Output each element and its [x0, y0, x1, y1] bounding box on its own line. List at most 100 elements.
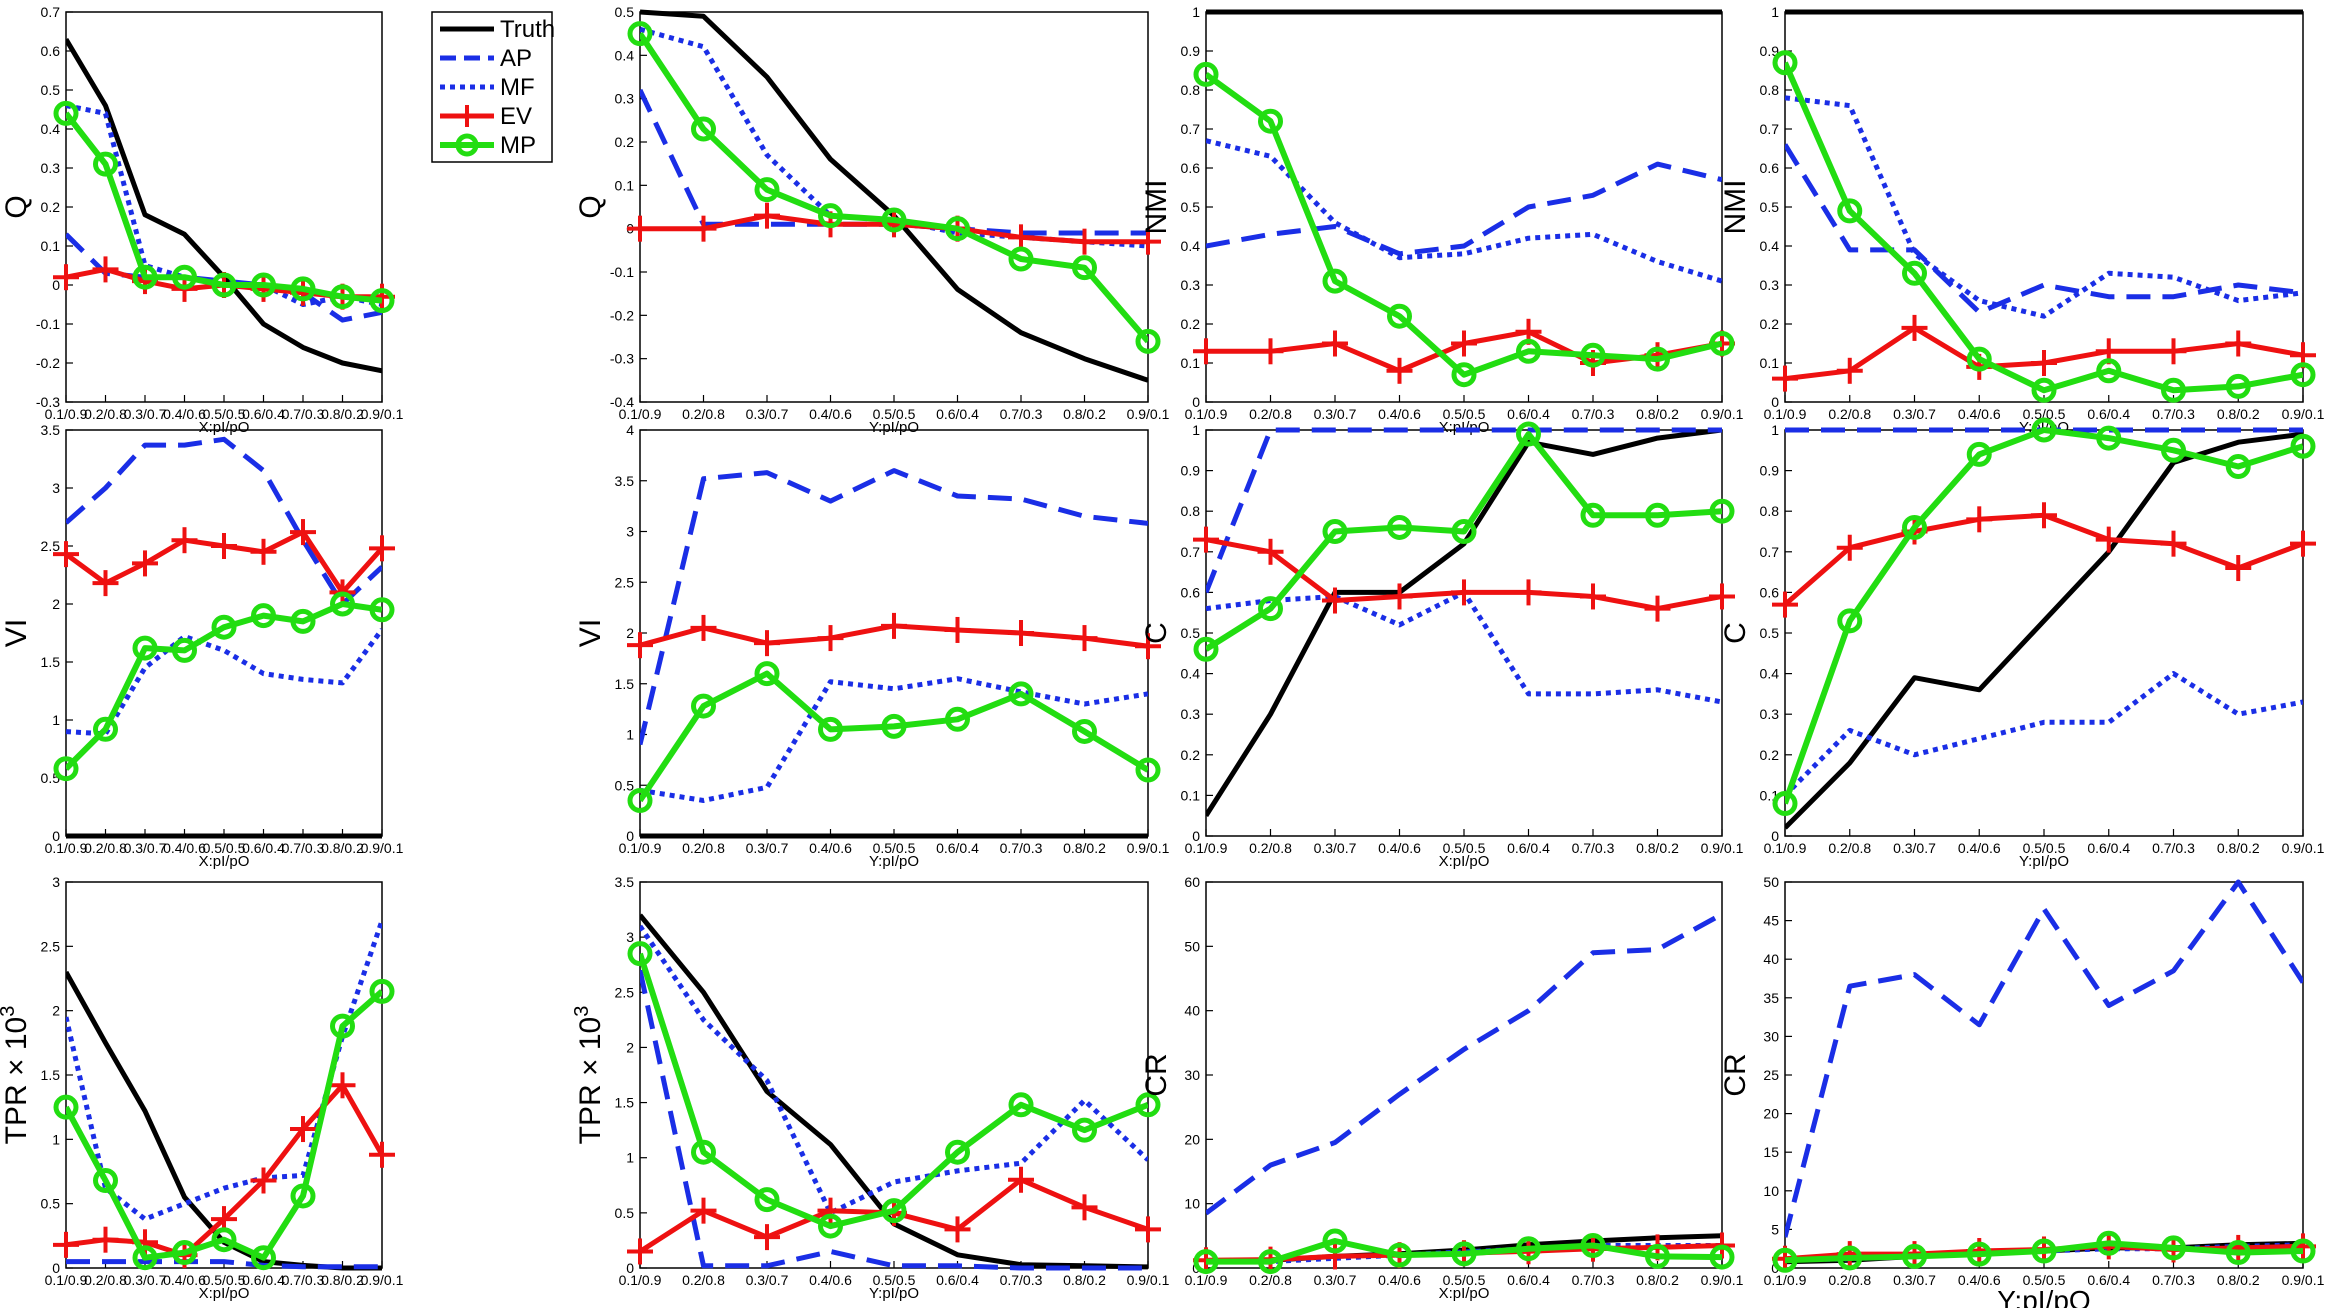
y-tick-label: -0.4 — [610, 394, 634, 410]
legend-label-ap: AP — [500, 45, 532, 72]
y-tick-label: 0.2 — [1760, 316, 1780, 332]
x-tick-label: 0.9/0.1 — [2282, 406, 2325, 422]
y-tick-label: 1 — [626, 1150, 634, 1166]
mp-marker — [1837, 608, 1863, 634]
y-tick-label: 50 — [1763, 874, 1779, 890]
x-tick-label: 0.3/0.7 — [124, 1272, 167, 1288]
x-tick-label: 0.9/0.1 — [2282, 1272, 2325, 1288]
y-tick-label: 0.7 — [1181, 544, 1201, 560]
mp-marker — [1772, 50, 1798, 76]
mp-marker — [369, 288, 395, 314]
mp-marker — [1193, 1249, 1219, 1275]
mp-marker — [251, 603, 276, 629]
x-tick-label: 0.6/0.4 — [936, 1272, 979, 1288]
y-tick-label: 0.8 — [1181, 503, 1201, 519]
y-tick-label: -0.1 — [610, 264, 634, 280]
mp-marker — [2031, 377, 2057, 403]
x-tick-label: 0.9/0.1 — [1701, 1272, 1744, 1288]
mp-marker — [53, 756, 79, 782]
y-tick-label: 0.7 — [1760, 121, 1780, 137]
mp-marker — [2225, 373, 2251, 399]
mp-marker — [172, 637, 197, 663]
y-tick-label: 0.1 — [41, 238, 61, 254]
mp-marker — [1193, 636, 1219, 662]
y-tick-label: 0.8 — [1760, 82, 1780, 98]
y-tick-label: 4 — [626, 422, 634, 438]
x-tick-label: 0.9/0.1 — [2282, 840, 2325, 856]
x-tick-label: 0.9/0.1 — [1127, 406, 1170, 422]
legend-label-mf: MF — [500, 74, 535, 101]
x-tick-label: 0.2/0.8 — [84, 840, 127, 856]
series-line-ap — [640, 969, 1148, 1271]
y-tick-label: 0.6 — [1181, 160, 1201, 176]
x-tick-label: 0.6/0.4 — [936, 840, 979, 856]
x-tick-label: 0.2/0.8 — [84, 1272, 127, 1288]
y-axis-label: NMI — [1140, 180, 1173, 235]
mp-marker — [1516, 338, 1541, 364]
mp-marker — [1645, 346, 1670, 372]
series-line-mp — [640, 952, 1148, 1230]
x-tick-label: 0.9/0.1 — [1127, 840, 1170, 856]
y-tick-label: 3 — [626, 929, 634, 945]
mp-marker — [881, 713, 907, 739]
x-tick-label: 0.1/0.9 — [45, 1272, 88, 1288]
x-tick-label: 0.7/0.3 — [1572, 1272, 1615, 1288]
mp-marker — [1902, 1243, 1927, 1269]
panel-q-x: -0.3 -0.2 -0.1 0 0.1 0.2 0.3 0.4 0.5 0.6 0.7 0.1/0.… — [0, 4, 555, 436]
series-line-mf — [640, 924, 1148, 1216]
mp-marker — [2031, 417, 2057, 443]
panel-c-y: 00.10.20.30.40.50.60.70.80.910.1/0.9 0.2/… — [1719, 417, 2325, 870]
series-line-ap — [640, 468, 1148, 746]
mp-marker — [1072, 718, 1097, 744]
x-tick-label: 0.7/0.3 — [1572, 840, 1615, 856]
x-tick-label: 0.7/0.3 — [2152, 406, 2195, 422]
mp-marker — [1387, 303, 1412, 329]
y-tick-label: 1 — [626, 727, 634, 743]
y-tick-label: 0.5 — [1181, 199, 1201, 215]
x-axis-label: Y:pI/pO — [2019, 853, 2069, 870]
x-tick-label: 0.8/0.2 — [2217, 1272, 2260, 1288]
x-tick-label: 0.4/0.6 — [1958, 840, 2001, 856]
mp-marker — [1966, 1241, 1992, 1267]
x-tick-label: 0.8/0.2 — [2217, 840, 2260, 856]
x-tick-label: 0.2/0.8 — [1828, 1272, 1871, 1288]
x-tick-label: 0.7/0.3 — [282, 1272, 325, 1288]
y-tick-label: -0.3 — [36, 394, 60, 410]
mp-marker — [818, 716, 843, 742]
series-line-ap — [1206, 427, 1722, 594]
x-tick-label: 0.3/0.7 — [1314, 840, 1357, 856]
y-tick-label: 40 — [1184, 1003, 1200, 1019]
y-tick-label: 0 — [626, 828, 634, 844]
mp-marker — [1580, 502, 1606, 528]
mp-marker — [945, 706, 970, 732]
mp-marker — [251, 272, 276, 298]
panel-tpr-y: 0 0.5 1 1.5 2 2.5 3 3.5 0.1/0.9 0.2/0.8 0.3/0.7 0.4… — [571, 874, 1170, 1302]
mp-marker — [251, 1245, 276, 1271]
mp-marker — [2031, 1238, 2057, 1264]
series-line-mp — [66, 989, 382, 1261]
series-line-mf — [1785, 671, 2303, 798]
y-tick-label: 20 — [1763, 1106, 1779, 1122]
x-tick-label: 0.6/0.4 — [2087, 1272, 2130, 1288]
x-tick-label: 0.2/0.8 — [1249, 1272, 1292, 1288]
y-tick-label: 30 — [1184, 1067, 1200, 1083]
mp-marker — [330, 1013, 355, 1039]
y-axis-label: TPR × 103 — [0, 1006, 33, 1145]
mp-marker — [53, 1094, 79, 1120]
series-line-ap — [1206, 161, 1722, 257]
y-tick-label: 0.4 — [1181, 666, 1201, 682]
x-axis-label: X:pI/pO — [199, 853, 250, 870]
x-tick-label: 0.1/0.9 — [1764, 840, 1807, 856]
y-tick-label: 0 — [1771, 828, 1779, 844]
axes-frame — [65, 429, 383, 837]
panel-vi-x: 00.511.522.533.50.1/0.90.2/0.80.3/0.70.4… — [0, 422, 404, 870]
x-tick-label: 0.8/0.2 — [1636, 840, 1679, 856]
mp-marker — [1072, 1117, 1097, 1143]
x-axis-label: Y:pI/pO — [1997, 1285, 2090, 1308]
x-tick-label: 0.9/0.1 — [1701, 406, 1744, 422]
mp-marker — [290, 608, 316, 634]
x-tick-label: 0.2/0.8 — [682, 1272, 725, 1288]
mp-marker — [211, 272, 237, 298]
series-line-mp — [1785, 1240, 2303, 1264]
